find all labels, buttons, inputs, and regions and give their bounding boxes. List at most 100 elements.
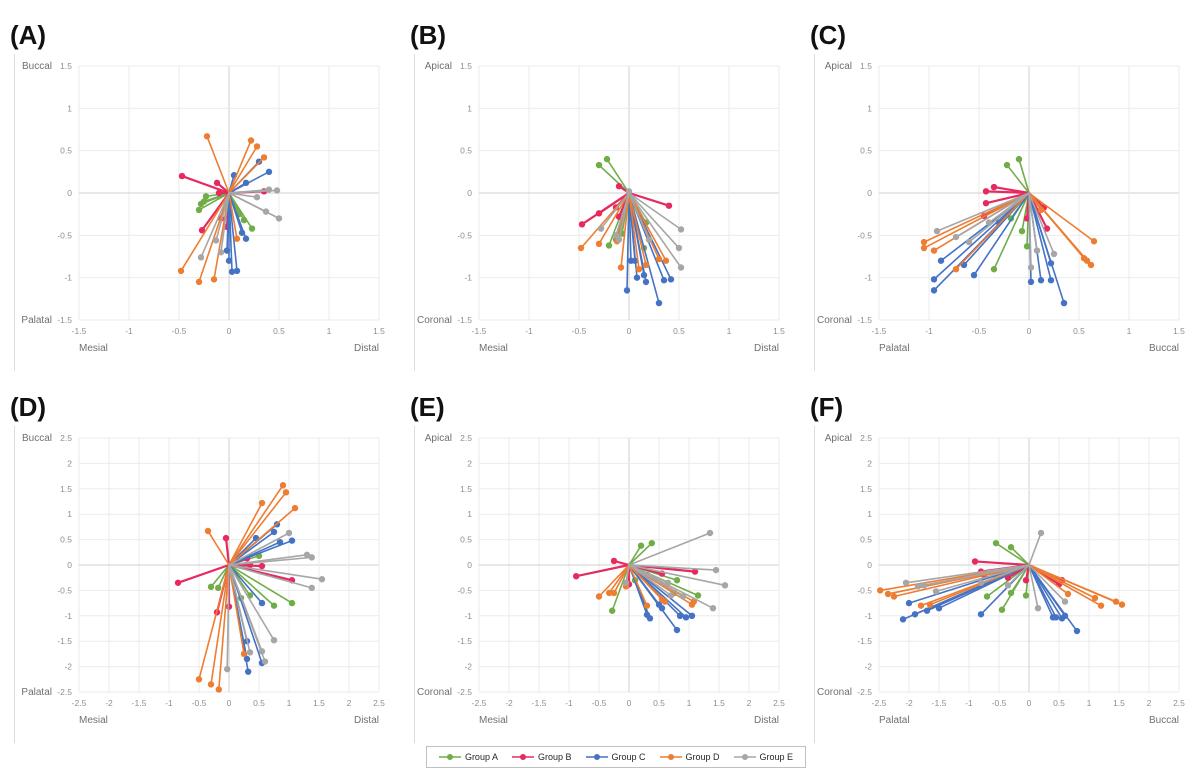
- data-point-marker: [930, 276, 938, 283]
- x-tick-label: 1.5: [1173, 326, 1185, 336]
- data-point-marker: [1118, 601, 1126, 608]
- data-point-marker: [899, 616, 907, 623]
- data-point-marker: [1097, 602, 1105, 609]
- legend-dot: [667, 754, 674, 760]
- y-tick-label: 2.5: [860, 433, 872, 443]
- chart-d: -2.5-2.5 -2 -2 -1.5 -1.5 -1 -1 -0.5 -0.5 0 0 0.5 0.5…: [21, 433, 385, 726]
- series-group-c: [930, 192, 1068, 307]
- data-point-marker: [658, 604, 666, 612]
- vector-line: [176, 563, 231, 584]
- x-tick-label: -1: [565, 698, 573, 708]
- data-point-marker: [273, 187, 281, 194]
- y-tick-label: 0.5: [860, 146, 872, 156]
- x-tick-label: 0: [227, 326, 232, 336]
- data-point-marker: [210, 276, 218, 283]
- data-point-marker: [1015, 155, 1023, 163]
- data-point-marker: [673, 626, 681, 634]
- legend-item-label: Group D: [685, 752, 720, 762]
- vector-line: [1028, 192, 1038, 252]
- data-point-marker: [1033, 247, 1041, 254]
- vector-line: [626, 192, 630, 292]
- data-point-marker: [983, 593, 991, 600]
- data-point-marker: [260, 154, 268, 161]
- data-point-marker: [282, 489, 290, 496]
- y-tick-label: 1.5: [460, 484, 472, 494]
- data-point-marker: [285, 529, 293, 537]
- x-tick-label: -1.5: [532, 698, 547, 708]
- series-group-d: [877, 564, 1126, 609]
- data-point-marker: [902, 579, 910, 586]
- data-point-marker: [195, 278, 203, 286]
- data-point-marker: [884, 590, 892, 598]
- vector-line: [228, 564, 275, 607]
- data-point-marker: [245, 668, 252, 675]
- vector-line: [228, 145, 258, 194]
- legend-item-label: Group C: [611, 752, 646, 762]
- x-tick-label: 2: [747, 698, 752, 708]
- vector-line: [228, 192, 238, 272]
- data-point-marker: [977, 579, 985, 586]
- y-tick-label: -2.5: [857, 687, 872, 697]
- y-tick-label: 1.5: [60, 484, 72, 494]
- vector-line: [1007, 564, 1030, 587]
- y-tick-label: -1.5: [857, 636, 872, 646]
- data-point-marker: [706, 529, 714, 537]
- vector-line: [228, 564, 293, 604]
- data-point-marker: [258, 562, 266, 570]
- vector-line: [628, 564, 678, 631]
- y-axis-top-label: Apical: [825, 61, 852, 72]
- legend-marker-icon: [733, 754, 756, 760]
- vector-line: [935, 564, 1030, 593]
- vector-line: [628, 544, 642, 566]
- data-point-marker: [270, 602, 278, 609]
- chart-b: -1.5-1.5 -1 -1 -0.5 -0.5 0 0 0.5 0.5 1 1 1.5 1.5 Apic…: [417, 61, 785, 354]
- data-point-marker: [248, 225, 256, 232]
- x-tick-label: -1.5: [932, 698, 947, 708]
- data-point-marker: [677, 264, 685, 271]
- vector-line: [1006, 164, 1030, 194]
- x-tick-label: -2.5: [72, 698, 87, 708]
- y-tick-label: 1.5: [860, 484, 872, 494]
- y-tick-label: 2.5: [460, 433, 472, 443]
- x-axis-left-label: Mesial: [79, 343, 108, 354]
- data-point-marker: [622, 579, 630, 586]
- figure-panel-grid: (A) -1.5 -1.5 -1 -1 -0.5 -0.5 0 0 0.5 0.5 1 1 1.5 1.5…: [10, 20, 1185, 743]
- vector-line: [628, 564, 666, 603]
- y-tick-label: 2: [867, 458, 872, 468]
- vector-line: [1028, 564, 1039, 609]
- data-point-marker: [635, 266, 643, 273]
- y-tick-label: 1: [867, 509, 872, 519]
- y-tick-label: -2.5: [57, 687, 72, 697]
- series-group-c: [223, 158, 273, 275]
- vector-line: [618, 192, 630, 241]
- x-tick-label: 1.5: [313, 698, 325, 708]
- y-tick-label: -1.5: [57, 636, 72, 646]
- data-point-marker: [215, 584, 222, 592]
- data-point-marker: [265, 186, 273, 193]
- data-point-marker: [1037, 206, 1045, 214]
- x-tick-label: -0.5: [192, 698, 207, 708]
- x-tick-label: -0.5: [572, 326, 587, 336]
- x-tick-label: 0: [1027, 698, 1032, 708]
- series-group-e: [933, 192, 1058, 271]
- data-point-marker: [605, 242, 613, 249]
- data-point-marker: [1043, 225, 1051, 232]
- x-tick-label: -2: [505, 698, 513, 708]
- legend-marker-icon: [659, 754, 682, 760]
- y-tick-label: -0.5: [57, 585, 72, 595]
- vector-line: [228, 564, 266, 663]
- data-point-marker: [679, 593, 687, 600]
- legend-item-group-b: Group B: [511, 752, 572, 762]
- data-point-marker: [675, 244, 683, 252]
- data-point-marker: [1052, 614, 1060, 621]
- data-point-marker: [288, 537, 296, 544]
- y-tick-label: 1: [467, 103, 472, 113]
- data-point-marker: [233, 267, 241, 275]
- data-point-marker: [1037, 529, 1045, 537]
- y-axis-bottom-label: Coronal: [417, 315, 452, 326]
- x-tick-label: -2.5: [472, 698, 487, 708]
- vector-line: [628, 192, 647, 266]
- data-point-marker: [270, 636, 278, 644]
- vector-line: [628, 564, 648, 607]
- vector-line: [228, 192, 280, 220]
